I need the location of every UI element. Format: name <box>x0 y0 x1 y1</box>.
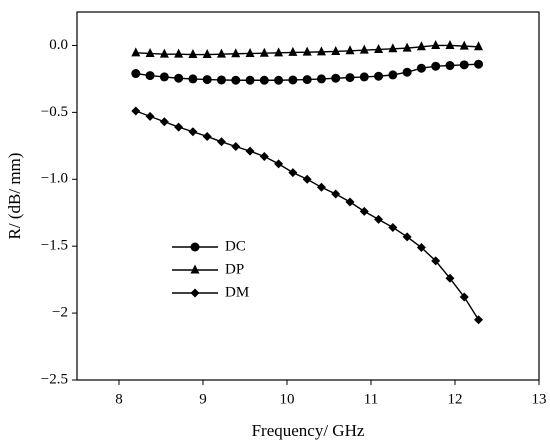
marker <box>190 288 200 298</box>
marker <box>388 222 398 232</box>
marker <box>159 117 169 127</box>
marker <box>190 264 200 274</box>
marker <box>416 63 426 73</box>
x-tick-label: 11 <box>364 391 378 407</box>
marker <box>416 41 426 51</box>
legend-label: DP <box>225 261 244 277</box>
x-tick-label: 8 <box>115 391 123 407</box>
marker <box>374 71 384 81</box>
marker <box>359 206 369 216</box>
marker <box>345 45 355 55</box>
marker <box>259 152 269 162</box>
marker <box>459 60 469 70</box>
marker <box>245 47 255 57</box>
x-tick-label: 10 <box>280 391 295 407</box>
marker <box>131 47 141 57</box>
marker <box>188 127 198 137</box>
marker <box>431 61 441 71</box>
marker <box>316 46 326 56</box>
marker <box>245 75 255 85</box>
marker <box>216 48 226 58</box>
y-tick-label: −2.5 <box>41 371 68 387</box>
marker <box>302 75 312 85</box>
marker <box>288 75 298 85</box>
marker <box>359 44 369 54</box>
marker <box>131 69 141 79</box>
y-tick-label: −1.0 <box>41 171 68 187</box>
marker <box>445 39 455 49</box>
marker <box>431 39 441 49</box>
marker <box>374 43 384 53</box>
y-axis-label: R/ (dB/ mm) <box>5 153 24 240</box>
marker <box>202 49 212 59</box>
marker <box>402 232 412 242</box>
marker <box>202 75 212 85</box>
marker <box>331 73 341 83</box>
marker <box>145 47 155 57</box>
marker <box>302 46 312 56</box>
marker <box>288 168 298 178</box>
marker <box>188 74 198 84</box>
marker <box>459 40 469 50</box>
marker <box>131 106 141 116</box>
marker <box>331 189 341 199</box>
marker <box>202 131 212 141</box>
legend-label: DM <box>225 284 249 300</box>
marker <box>145 111 155 121</box>
marker <box>288 46 298 56</box>
marker <box>474 41 484 51</box>
marker <box>302 174 312 184</box>
marker <box>359 72 369 82</box>
marker <box>345 73 355 83</box>
x-tick-label: 12 <box>448 391 463 407</box>
y-tick-label: 0.0 <box>49 37 68 53</box>
marker <box>231 48 241 58</box>
marker <box>474 315 484 325</box>
marker <box>231 141 241 151</box>
marker <box>402 42 412 52</box>
marker <box>431 256 441 266</box>
series-line <box>135 110 480 321</box>
y-tick-label: −2 <box>52 305 68 321</box>
marker <box>374 214 384 224</box>
legend-label: DC <box>225 238 246 254</box>
x-axis-label: Frequency/ GHz <box>252 421 365 440</box>
marker <box>445 61 455 71</box>
marker <box>174 73 184 83</box>
marker <box>474 59 484 69</box>
plot-frame <box>76 11 540 381</box>
marker <box>174 122 184 132</box>
marker <box>190 242 200 252</box>
y-tick-label: −0.5 <box>41 104 68 120</box>
marker <box>274 159 284 169</box>
marker <box>245 146 255 156</box>
marker <box>331 45 341 55</box>
x-tick-label: 13 <box>532 391 547 407</box>
marker <box>345 197 355 207</box>
marker <box>388 70 398 80</box>
marker <box>445 273 455 283</box>
marker <box>274 47 284 57</box>
marker <box>174 48 184 58</box>
marker <box>316 74 326 84</box>
marker <box>159 72 169 82</box>
marker <box>316 182 326 192</box>
marker <box>416 243 426 253</box>
marker <box>231 75 241 85</box>
marker <box>259 75 269 85</box>
x-tick-label: 9 <box>199 391 207 407</box>
y-tick-label: −1.5 <box>41 238 68 254</box>
marker <box>159 48 169 58</box>
marker <box>216 75 226 85</box>
marker <box>459 292 469 302</box>
marker <box>145 71 155 81</box>
marker <box>402 67 412 77</box>
marker <box>388 43 398 53</box>
marker <box>188 49 198 59</box>
marker <box>216 137 226 147</box>
marker <box>274 75 284 85</box>
marker <box>259 47 269 57</box>
